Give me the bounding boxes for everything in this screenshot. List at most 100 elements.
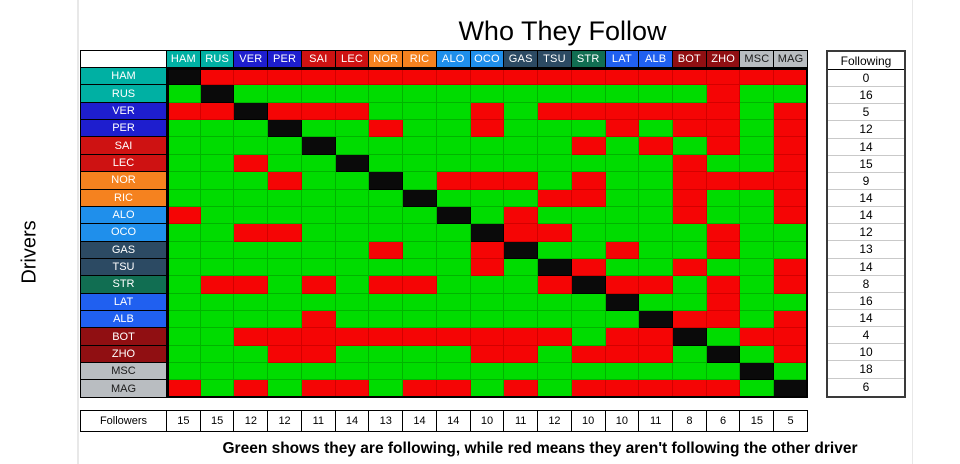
matrix-cell-ALO-HAM[interactable] (167, 206, 201, 225)
matrix-cell-TSU-GAS[interactable] (504, 258, 539, 277)
matrix-cell-MSC-ALB[interactable] (639, 363, 674, 381)
matrix-cell-MAG-LAT[interactable] (605, 380, 640, 398)
matrix-cell-NOR-HAM[interactable] (167, 172, 201, 190)
matrix-cell-SAI-GAS[interactable] (504, 137, 539, 155)
matrix-cell-HAM-LEC[interactable] (335, 68, 370, 86)
following-value-LEC[interactable]: 15 (828, 156, 904, 173)
matrix-cell-RIC-OCO[interactable] (470, 189, 505, 207)
matrix-cell-OCO-OCO[interactable] (470, 224, 505, 242)
following-value-LAT[interactable]: 16 (828, 293, 904, 310)
matrix-cell-HAM-RIC[interactable] (403, 68, 437, 86)
matrix-cell-LAT-MAG[interactable] (774, 293, 808, 312)
matrix-cell-MAG-ZHO[interactable] (706, 380, 741, 398)
matrix-cell-PER-LAT[interactable] (605, 120, 640, 138)
matrix-cell-LAT-LAT[interactable] (605, 293, 640, 312)
matrix-cell-TSU-MSC[interactable] (740, 258, 775, 277)
matrix-cell-MAG-MAG[interactable] (774, 380, 808, 398)
matrix-cell-PER-NOR[interactable] (369, 120, 404, 138)
matrix-cell-GAS-MSC[interactable] (740, 241, 775, 259)
matrix-cell-MSC-ALO[interactable] (436, 363, 471, 381)
col-header-MSC[interactable]: MSC (740, 50, 775, 68)
col-header-ALB[interactable]: ALB (639, 50, 674, 68)
matrix-cell-STR-ZHO[interactable] (706, 276, 741, 294)
matrix-cell-NOR-RUS[interactable] (200, 172, 235, 190)
matrix-cell-LAT-ALB[interactable] (639, 293, 674, 312)
matrix-cell-TSU-OCO[interactable] (470, 258, 505, 277)
matrix-cell-SAI-NOR[interactable] (369, 137, 404, 155)
matrix-cell-ALO-ZHO[interactable] (706, 206, 741, 225)
matrix-cell-GAS-RIC[interactable] (403, 241, 437, 259)
matrix-cell-NOR-LAT[interactable] (605, 172, 640, 190)
matrix-cell-RUS-LEC[interactable] (335, 85, 370, 103)
following-value-RUS[interactable]: 16 (828, 87, 904, 105)
matrix-cell-MSC-GAS[interactable] (504, 363, 539, 381)
matrix-cell-VER-ALB[interactable] (639, 102, 674, 121)
matrix-cell-MAG-TSU[interactable] (538, 380, 572, 398)
matrix-cell-VER-STR[interactable] (571, 102, 606, 121)
matrix-cell-MSC-MAG[interactable] (774, 363, 808, 381)
matrix-cell-MSC-LAT[interactable] (605, 363, 640, 381)
matrix-cell-STR-NOR[interactable] (369, 276, 404, 294)
matrix-cell-RIC-ALB[interactable] (639, 189, 674, 207)
col-header-BOT[interactable]: BOT (673, 50, 707, 68)
matrix-cell-RUS-BOT[interactable] (673, 85, 707, 103)
followers-value-SAI[interactable]: 11 (301, 410, 336, 432)
matrix-cell-OCO-NOR[interactable] (369, 224, 404, 242)
matrix-cell-LEC-RIC[interactable] (403, 154, 437, 173)
matrix-cell-LEC-NOR[interactable] (369, 154, 404, 173)
matrix-cell-RIC-VER[interactable] (234, 189, 269, 207)
row-header-MAG[interactable]: MAG (80, 380, 167, 398)
matrix-cell-SAI-ZHO[interactable] (706, 137, 741, 155)
following-value-VER[interactable]: 5 (828, 104, 904, 122)
matrix-cell-NOR-STR[interactable] (571, 172, 606, 190)
matrix-cell-RUS-HAM[interactable] (167, 85, 201, 103)
following-value-STR[interactable]: 8 (828, 276, 904, 293)
col-header-RUS[interactable]: RUS (200, 50, 235, 68)
followers-value-GAS[interactable]: 11 (504, 410, 539, 432)
matrix-cell-STR-RUS[interactable] (200, 276, 235, 294)
followers-value-OCO[interactable]: 10 (470, 410, 505, 432)
matrix-cell-NOR-ZHO[interactable] (706, 172, 741, 190)
matrix-cell-LEC-MSC[interactable] (740, 154, 775, 173)
matrix-cell-MSC-PER[interactable] (268, 363, 302, 381)
matrix-cell-RUS-LAT[interactable] (605, 85, 640, 103)
matrix-cell-VER-ZHO[interactable] (706, 102, 741, 121)
matrix-cell-RUS-SAI[interactable] (301, 85, 336, 103)
matrix-cell-STR-PER[interactable] (268, 276, 302, 294)
row-header-STR[interactable]: STR (80, 276, 167, 294)
matrix-cell-RIC-STR[interactable] (571, 189, 606, 207)
matrix-cell-LAT-TSU[interactable] (538, 293, 572, 312)
matrix-cell-TSU-LEC[interactable] (335, 258, 370, 277)
row-header-NOR[interactable]: NOR (80, 172, 167, 190)
matrix-cell-GAS-GAS[interactable] (504, 241, 539, 259)
matrix-cell-RIC-ZHO[interactable] (706, 189, 741, 207)
matrix-cell-RIC-LAT[interactable] (605, 189, 640, 207)
matrix-cell-PER-BOT[interactable] (673, 120, 707, 138)
matrix-cell-MAG-HAM[interactable] (167, 380, 201, 398)
matrix-cell-STR-BOT[interactable] (673, 276, 707, 294)
matrix-cell-MSC-LEC[interactable] (335, 363, 370, 381)
row-header-RUS[interactable]: RUS (80, 85, 167, 103)
col-header-ZHO[interactable]: ZHO (706, 50, 741, 68)
matrix-cell-STR-HAM[interactable] (167, 276, 201, 294)
matrix-cell-STR-SAI[interactable] (301, 276, 336, 294)
matrix-cell-NOR-ALB[interactable] (639, 172, 674, 190)
matrix-cell-GAS-LEC[interactable] (335, 241, 370, 259)
matrix-cell-SAI-STR[interactable] (571, 137, 606, 155)
matrix-cell-SAI-RIC[interactable] (403, 137, 437, 155)
matrix-cell-VER-RIC[interactable] (403, 102, 437, 121)
matrix-cell-HAM-ZHO[interactable] (706, 68, 741, 86)
matrix-cell-PER-HAM[interactable] (167, 120, 201, 138)
matrix-cell-GAS-SAI[interactable] (301, 241, 336, 259)
matrix-cell-SAI-VER[interactable] (234, 137, 269, 155)
col-header-TSU[interactable]: TSU (538, 50, 572, 68)
matrix-cell-TSU-BOT[interactable] (673, 258, 707, 277)
matrix-cell-RUS-MAG[interactable] (774, 85, 808, 103)
matrix-cell-MSC-HAM[interactable] (167, 363, 201, 381)
matrix-cell-ALO-TSU[interactable] (538, 206, 572, 225)
matrix-cell-ALB-MAG[interactable] (774, 311, 808, 329)
matrix-cell-PER-PER[interactable] (268, 120, 302, 138)
following-value-ALO[interactable]: 14 (828, 207, 904, 225)
matrix-cell-MAG-ALB[interactable] (639, 380, 674, 398)
matrix-cell-BOT-BOT[interactable] (673, 328, 707, 346)
